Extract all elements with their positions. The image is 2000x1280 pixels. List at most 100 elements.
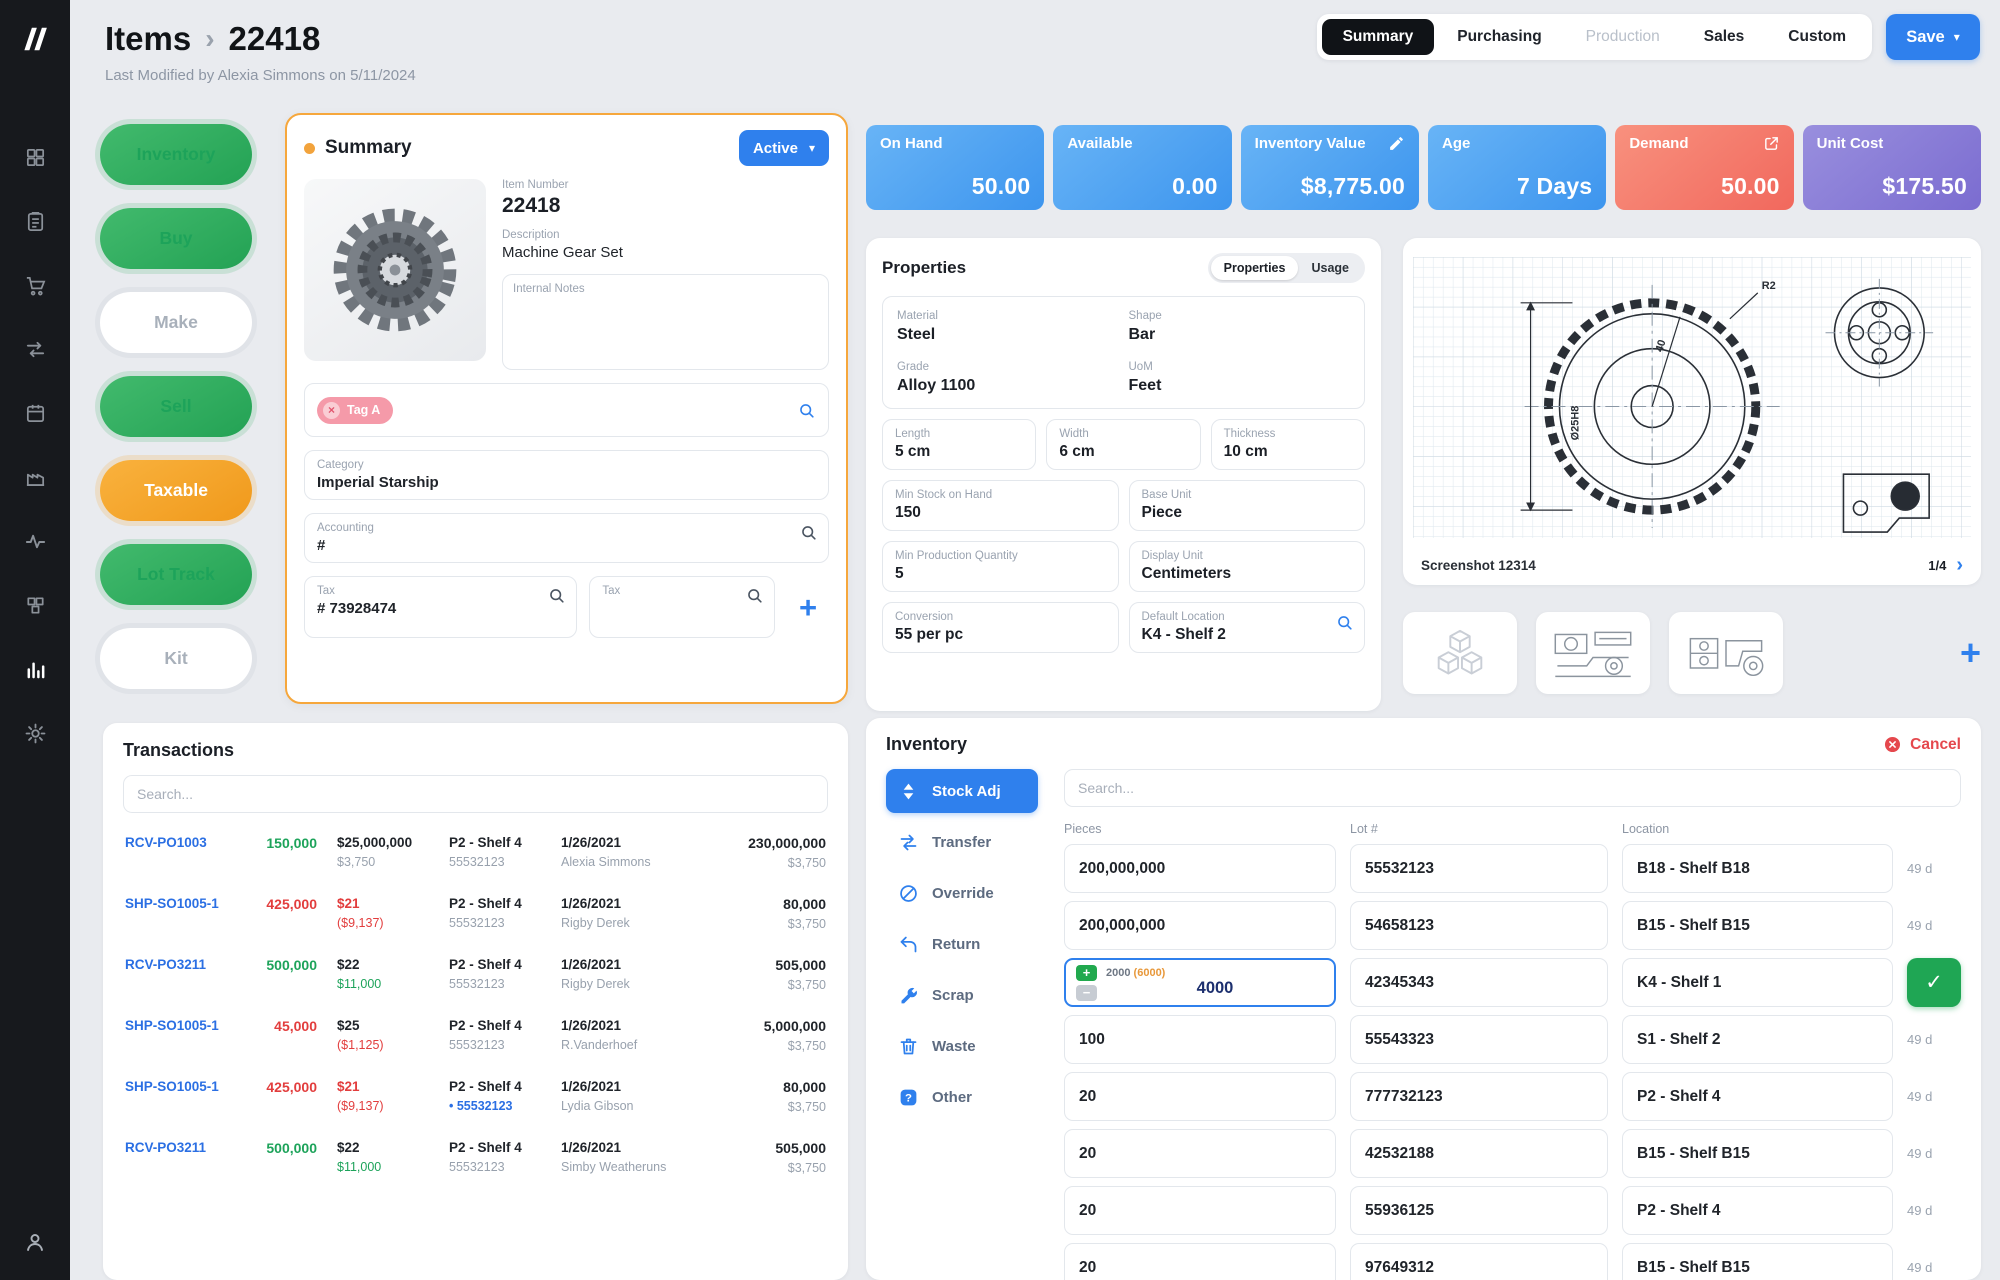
lot-cell[interactable]: 55936125 (1350, 1186, 1608, 1235)
inventory-action[interactable]: Transfer (886, 820, 1038, 864)
tax-field-2[interactable]: Tax (589, 576, 775, 638)
thumbnail-drawing-2[interactable] (1669, 612, 1783, 694)
pieces-cell[interactable]: 200,000,000 (1064, 901, 1336, 950)
property-field[interactable]: Width 6 cm (1046, 419, 1201, 470)
description-value[interactable]: Machine Gear Set (502, 244, 623, 261)
property-field[interactable]: Length 5 cm (882, 419, 1037, 470)
tags-field[interactable]: × Tag A (304, 383, 829, 437)
transaction-row[interactable]: SHP-SO1005-1 425,000 $21 ($9,137) P2 - S… (123, 1066, 828, 1127)
save-button[interactable]: Save ▾ (1886, 14, 1980, 60)
location-cell[interactable]: S1 - Shelf 2 (1622, 1015, 1893, 1064)
property-field[interactable]: Material Steel (897, 310, 1119, 344)
pieces-cell[interactable]: 200,000,000 (1064, 844, 1336, 893)
cart-icon[interactable] (24, 274, 47, 297)
inventory-action[interactable]: Return (886, 922, 1038, 966)
activity-icon[interactable] (24, 530, 47, 553)
toggle-properties[interactable]: Properties (1210, 256, 1299, 280)
transaction-link[interactable]: RCV-PO1003 (125, 835, 207, 850)
search-icon[interactable] (797, 401, 816, 420)
location-cell[interactable]: P2 - Shelf 4 (1622, 1186, 1893, 1235)
item-photo[interactable] (304, 179, 486, 361)
property-field[interactable]: Conversion 55 per pc (882, 602, 1119, 653)
transaction-row[interactable]: RCV-PO3211 500,000 $22 $11,000 P2 - Shel… (123, 944, 828, 1005)
settings-gear-icon[interactable] (24, 722, 47, 745)
pieces-cell[interactable]: 100 (1064, 1015, 1336, 1064)
lot-cell[interactable]: 97649312 (1350, 1243, 1608, 1280)
pieces-cell[interactable]: 20 (1064, 1186, 1336, 1235)
status-dropdown[interactable]: Active ▾ (738, 130, 829, 166)
pieces-cell[interactable]: 20 (1064, 1243, 1336, 1280)
tab[interactable]: Purchasing (1436, 19, 1562, 55)
location-cell[interactable]: K4 - Shelf 1 (1622, 958, 1893, 1007)
inventory-action[interactable]: ? Other (886, 1075, 1038, 1119)
lot-cell[interactable]: 42532188 (1350, 1129, 1608, 1178)
transaction-link[interactable]: RCV-PO3211 (125, 957, 207, 972)
calendar-icon[interactable] (24, 402, 47, 425)
category-field[interactable]: Category Imperial Starship (304, 450, 829, 500)
accounting-field[interactable]: Accounting # (304, 513, 829, 563)
lot-cell[interactable]: 42345343 (1350, 958, 1608, 1007)
internal-notes-field[interactable]: Internal Notes (502, 274, 829, 370)
kpi-action-icon[interactable] (1388, 135, 1405, 152)
add-attachment-button[interactable]: + (1959, 632, 1981, 673)
search-icon[interactable] (1335, 613, 1354, 632)
lot-cell[interactable]: 54658123 (1350, 901, 1608, 950)
transaction-link[interactable]: SHP-SO1005-1 (125, 1079, 219, 1094)
inventory-search-input[interactable] (1064, 769, 1961, 807)
inventory-action[interactable]: Override (886, 871, 1038, 915)
cancel-button[interactable]: Cancel (1883, 735, 1961, 754)
adjusted-quantity-input[interactable]: 4000 (1196, 979, 1234, 997)
search-icon[interactable] (799, 523, 818, 542)
property-field[interactable]: Min Production Quantity 5 (882, 541, 1119, 592)
breadcrumb-root[interactable]: Items (105, 20, 192, 57)
property-field[interactable]: UoM Feet (1129, 361, 1351, 395)
tab[interactable]: Custom (1767, 19, 1867, 55)
grid-icon[interactable] (24, 146, 47, 169)
status-pill[interactable]: Inventory (100, 124, 252, 185)
transaction-link[interactable]: RCV-PO3211 (125, 1140, 207, 1155)
location-cell[interactable]: B15 - Shelf B15 (1622, 1129, 1893, 1178)
pieces-cell[interactable]: 20 (1064, 1072, 1336, 1121)
status-pill[interactable]: Taxable (100, 460, 252, 521)
pieces-edit-cell[interactable]: + − 2000 (6000) 4000 (1064, 958, 1336, 1007)
search-icon[interactable] (745, 586, 764, 605)
inventory-action[interactable]: Scrap (886, 973, 1038, 1017)
remove-tag-icon[interactable]: × (323, 401, 340, 419)
property-field[interactable]: Base Unit Piece (1128, 480, 1365, 531)
thumbnail-3d-model[interactable] (1403, 612, 1517, 694)
location-cell[interactable]: B18 - Shelf B18 (1622, 844, 1893, 893)
status-pill[interactable]: Buy (100, 208, 252, 269)
lot-cell[interactable]: 55532123 (1350, 844, 1608, 893)
location-cell[interactable]: B15 - Shelf B15 (1622, 1243, 1893, 1280)
transaction-link[interactable]: SHP-SO1005-1 (125, 1018, 219, 1033)
location-cell[interactable]: P2 - Shelf 4 (1622, 1072, 1893, 1121)
tag-chip[interactable]: × Tag A (317, 396, 394, 424)
property-field[interactable]: Grade Alloy 1100 (897, 361, 1119, 395)
property-field[interactable]: Default Location K4 - Shelf 2 (1128, 602, 1365, 653)
increment-button[interactable]: + (1076, 964, 1097, 981)
property-field[interactable]: Shape Bar (1129, 310, 1351, 344)
transaction-link[interactable]: SHP-SO1005-1 (125, 896, 219, 911)
inventory-action[interactable]: Stock Adj (886, 769, 1038, 813)
status-pill[interactable]: Make (100, 292, 252, 353)
toggle-usage[interactable]: Usage (1311, 261, 1349, 275)
clipboard-icon[interactable] (24, 210, 47, 233)
location-cell[interactable]: B15 - Shelf B15 (1622, 901, 1893, 950)
status-pill[interactable]: Lot Track (100, 544, 252, 605)
boxes-icon[interactable] (24, 594, 47, 617)
user-icon[interactable] (23, 1230, 47, 1254)
property-field[interactable]: Min Stock on Hand 150 (882, 480, 1119, 531)
inventory-action[interactable]: Waste (886, 1024, 1038, 1068)
status-pill[interactable]: Kit (100, 628, 252, 689)
lot-cell[interactable]: 777732123 (1350, 1072, 1608, 1121)
tab[interactable]: Production (1565, 19, 1681, 55)
property-field[interactable]: Display Unit Centimeters (1128, 541, 1365, 592)
kpi-action-icon[interactable] (1763, 135, 1780, 152)
thumbnail-drawing-1[interactable] (1536, 612, 1650, 694)
pieces-cell[interactable]: 20 (1064, 1129, 1336, 1178)
transactions-search-input[interactable] (123, 775, 828, 813)
tax-field[interactable]: Tax # 73928474 (304, 576, 578, 638)
decrement-button[interactable]: − (1076, 984, 1097, 1001)
add-tax-button[interactable]: + (787, 592, 829, 623)
factory-icon[interactable] (24, 466, 47, 489)
